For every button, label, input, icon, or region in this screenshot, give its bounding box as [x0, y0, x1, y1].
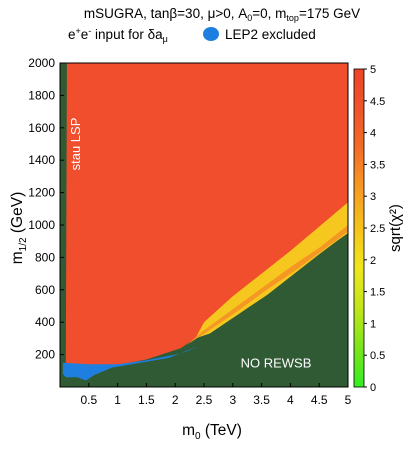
colorbar-tick-label: 5 — [370, 64, 376, 76]
y-tick-label: 2000 — [28, 56, 55, 70]
chart-subtitle-part: e — [81, 27, 89, 42]
x-axis-label-unit: (TeV) — [201, 422, 242, 439]
colorbar-tick-label: 2.5 — [370, 223, 385, 235]
chart-subtitle-part: input for — [91, 27, 147, 42]
y-tick-label: 800 — [35, 250, 55, 264]
colorbar-tick-label: 2 — [370, 255, 376, 267]
plot-area — [59, 62, 349, 388]
x-tick-label: 4.5 — [311, 393, 328, 407]
chart-subtitle: e+e- input for δaμ — [68, 26, 168, 44]
y-tick-label: 1400 — [28, 153, 55, 167]
x-axis-ticks: 0.5 1 1.5 2 2.5 3 3.5 4 4.5 5 — [80, 383, 352, 407]
chart-title-part: >0, A — [215, 6, 247, 21]
x-tick-label: 3 — [229, 393, 236, 407]
chart-subtitle-part: + — [76, 26, 81, 36]
chart-title-part: =175 GeV — [299, 6, 360, 21]
x-tick-label: 1 — [114, 393, 121, 407]
x-tick-label: 2.5 — [196, 393, 213, 407]
y-tick-label: 600 — [35, 283, 55, 297]
colorbar-label: sqrt(χ²) — [387, 204, 404, 252]
y-axis-label-unit: (GeV) — [9, 192, 26, 238]
colorbar-tick-label: 0 — [370, 382, 376, 394]
annotation-stau-lsp: stau LSP — [68, 118, 83, 171]
chart-title-part: =30, — [177, 6, 207, 21]
y-axis-label-main: m — [9, 251, 26, 264]
x-tick-label: 1.5 — [138, 393, 155, 407]
region-3 — [62, 346, 199, 381]
x-tick-label: 0.5 — [80, 393, 97, 407]
region-0 — [65, 63, 349, 368]
y-tick-label: 1200 — [28, 186, 55, 200]
chart-subtitle-part: μ — [163, 34, 168, 44]
chart-subtitle-part: δa — [148, 27, 164, 42]
y-tick-label: 200 — [35, 348, 55, 362]
chart-title-part: β — [169, 6, 177, 21]
x-tick-label: 2 — [172, 393, 179, 407]
y-tick-label: 1800 — [28, 88, 55, 102]
colorbar-tick-label: 4 — [370, 128, 376, 140]
regions-layer — [62, 63, 349, 381]
chart-title-part: top — [286, 13, 299, 23]
chart-title-part: μ — [208, 6, 216, 21]
y-axis-label: m1/2 (GeV) — [9, 192, 29, 264]
y-tick-label: 1600 — [28, 121, 55, 135]
colorbar-tick-label: 4.5 — [370, 96, 385, 108]
chart-subtitle-part: - — [88, 26, 91, 36]
y-axis-ticks: 200 400 600 800 1000 1200 1400 1600 1800 2000 — [28, 56, 64, 362]
chart-title: mSUGRA, tanβ=30, μ>0, A0=0, mtop=175 GeV — [84, 6, 360, 23]
y-tick-label: 400 — [35, 315, 55, 329]
y-axis-label-sub: 1/2 — [18, 237, 29, 251]
chart-title-part: =0, m — [252, 6, 286, 21]
colorbar-ticks: 0 0.5 1 1.5 2 2.5 3 3.5 4 4.5 5 — [364, 64, 385, 394]
x-tick-label: 4 — [287, 393, 294, 407]
x-axis-label-sub: 0 — [195, 431, 201, 442]
colorbar-tick-label: 1 — [370, 318, 376, 330]
legend-label: LEP2 excluded — [225, 27, 316, 42]
x-tick-label: 3.5 — [253, 393, 270, 407]
colorbar-tick-label: 0.5 — [370, 350, 385, 362]
region-1 — [195, 202, 348, 339]
colorbar — [353, 68, 365, 388]
x-axis-label: m0 (TeV) — [182, 422, 242, 442]
chart-title-part: 0 — [247, 13, 252, 23]
y-tick-label: 1000 — [28, 218, 55, 232]
colorbar-tick-label: 3 — [370, 191, 376, 203]
colorbar-tick-label: 1.5 — [370, 287, 385, 299]
x-axis-label-main: m — [182, 422, 195, 439]
legend-swatch — [203, 27, 219, 41]
region-2 — [186, 225, 348, 345]
colorbar-tick-label: 3.5 — [370, 159, 385, 171]
chart-subtitle-part: e — [68, 27, 76, 42]
chart-title-part: mSUGRA, tan — [84, 6, 170, 21]
annotation-no-rewsb: NO REWSB — [241, 356, 312, 371]
x-tick-label: 5 — [345, 393, 352, 407]
